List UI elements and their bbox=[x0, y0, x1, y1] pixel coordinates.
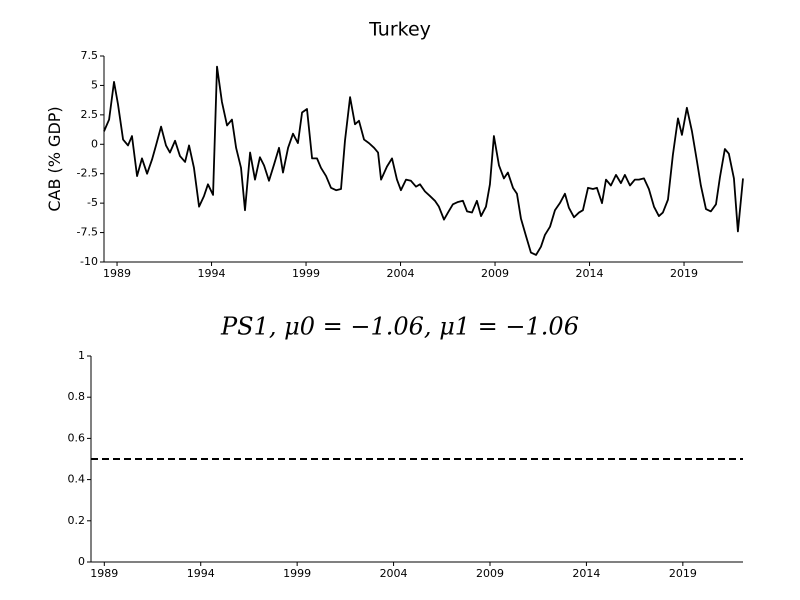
y-tick-label: 0 bbox=[91, 137, 98, 150]
x-tick-label: 2014 bbox=[576, 267, 604, 280]
y-tick-label: 0.4 bbox=[68, 473, 86, 486]
x-tick-label: 2004 bbox=[380, 567, 408, 580]
x-tick-label: 2009 bbox=[476, 567, 504, 580]
chart-title: Turkey bbox=[368, 19, 431, 41]
x-tick-label: 1989 bbox=[90, 567, 118, 580]
x-tick-label: 1994 bbox=[198, 267, 226, 280]
chart-title: PS1, μ0 = −1.06, μ1 = −1.06 bbox=[220, 313, 579, 341]
y-tick-label: -7.5 bbox=[77, 226, 98, 239]
x-tick-label: 1994 bbox=[187, 567, 215, 580]
y-tick-label: 0.2 bbox=[68, 514, 86, 527]
x-tick-label: 2009 bbox=[481, 267, 509, 280]
y-tick-label: 0.6 bbox=[68, 431, 86, 444]
x-tick-label: 1999 bbox=[283, 567, 311, 580]
x-tick-label: 1999 bbox=[292, 267, 320, 280]
y-tick-label: 0 bbox=[78, 555, 85, 568]
y-tick-label: 1 bbox=[78, 349, 85, 362]
y-tick-label: 5 bbox=[91, 78, 98, 91]
x-tick-label: 2014 bbox=[572, 567, 600, 580]
y-tick-label: 7.5 bbox=[81, 49, 99, 62]
x-tick-label: 2004 bbox=[387, 267, 415, 280]
y-tick-label: -5 bbox=[87, 196, 98, 209]
y-tick-label: -2.5 bbox=[77, 167, 98, 180]
x-tick-label: 2019 bbox=[670, 267, 698, 280]
x-tick-label: 2019 bbox=[669, 567, 697, 580]
y-tick-label: -10 bbox=[80, 255, 98, 268]
data-line bbox=[103, 65, 744, 256]
y-tick-label: 2.5 bbox=[81, 108, 99, 121]
y-axis-label: CAB (% GDP) bbox=[45, 106, 64, 211]
y-tick-label: 0.8 bbox=[68, 390, 86, 403]
x-tick-label: 1989 bbox=[103, 267, 131, 280]
